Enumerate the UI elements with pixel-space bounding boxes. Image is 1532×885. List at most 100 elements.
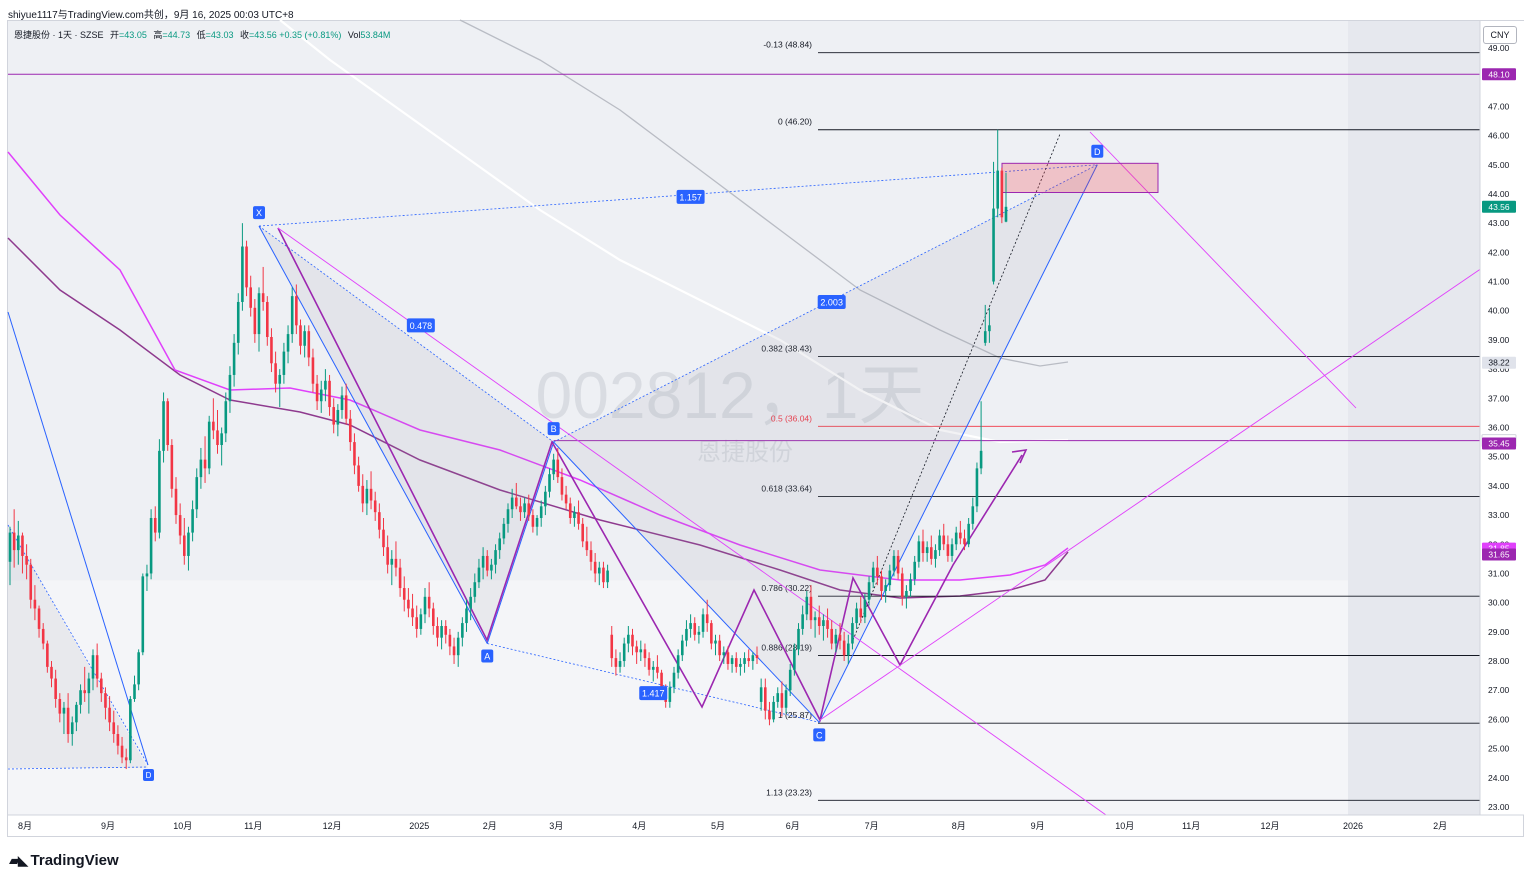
candle-body — [730, 658, 734, 664]
candle-body — [801, 614, 804, 629]
candle-body — [344, 395, 348, 419]
candle-body — [270, 337, 273, 364]
open-label: 开 — [110, 30, 120, 40]
candle-body — [50, 666, 53, 679]
candle-body — [266, 301, 269, 338]
ma-violet — [7, 237, 1069, 599]
candle-body — [705, 614, 709, 624]
candle-body — [104, 693, 107, 708]
candle-body — [589, 550, 593, 562]
candle-body — [498, 538, 501, 551]
time-tick-label: 2025 — [409, 821, 429, 831]
candle-body — [415, 617, 418, 629]
candle-body — [407, 599, 410, 609]
candle-body — [892, 555, 896, 571]
harmonic-point-badge — [253, 206, 265, 220]
time-tick-label: 12月 — [1260, 821, 1279, 831]
time-tick-label: 11月 — [1182, 821, 1200, 831]
price-badge — [1482, 548, 1516, 561]
fib-label: 0.382 (38.43) — [761, 344, 812, 354]
candle-body — [876, 567, 879, 577]
trend-line-target — [1089, 131, 1357, 409]
candle-body — [855, 608, 858, 624]
candle-body — [568, 503, 572, 518]
candle-body — [535, 517, 539, 527]
price-badge-label: 43.56 — [1488, 202, 1510, 212]
candle-body — [54, 678, 57, 699]
candle-body — [390, 558, 394, 565]
candle-body — [996, 170, 999, 209]
candle-body — [768, 710, 771, 720]
candle-body — [236, 301, 240, 343]
candle-body — [610, 634, 614, 659]
candle-body — [515, 497, 518, 507]
ratio-badge — [817, 294, 846, 309]
candle-body — [896, 555, 900, 574]
candle-body — [183, 535, 186, 556]
ratio-badge — [676, 189, 705, 204]
candle-body — [83, 690, 86, 694]
candle-body — [465, 608, 468, 624]
harmonic-leg — [553, 441, 820, 723]
candle-body — [689, 623, 692, 629]
candle-body — [174, 488, 178, 516]
close-value: =43.56 — [248, 30, 277, 40]
candle-body — [809, 596, 813, 621]
candle-body — [577, 512, 580, 524]
zigzag-path — [277, 227, 1023, 723]
candle-body — [29, 564, 33, 600]
candle-body — [826, 620, 829, 629]
price-tick-label: 37.00 — [1488, 393, 1510, 403]
candle-body — [643, 649, 647, 659]
candle-body — [427, 596, 431, 609]
candle-body — [195, 477, 199, 510]
volume-value: 53.84M — [360, 30, 391, 40]
ratio-badge — [639, 686, 668, 701]
candle-body — [934, 550, 937, 559]
candle-body — [851, 623, 854, 644]
high-value: =44.73 — [162, 30, 191, 40]
price-badge-label: 31.65 — [1488, 549, 1510, 559]
candle-body — [87, 678, 91, 694]
candle-body — [166, 401, 169, 446]
candle-body — [627, 634, 630, 644]
candle-body — [12, 532, 16, 551]
candle-body — [178, 515, 182, 536]
price-tick-label: 41.00 — [1488, 277, 1510, 287]
candle-body — [614, 658, 618, 667]
candle-body — [228, 374, 232, 402]
candle-body — [668, 687, 672, 702]
candle-body — [992, 208, 995, 282]
candle-body — [938, 535, 941, 551]
candle-body — [871, 567, 875, 583]
candle-body — [701, 614, 705, 632]
candle-body — [448, 634, 452, 647]
trend-line-up — [819, 267, 1483, 721]
candle-body — [141, 576, 145, 653]
price-tick-label: 24.00 — [1488, 773, 1510, 783]
candle-body — [21, 535, 24, 556]
candle-body — [485, 555, 489, 571]
candle-body — [917, 541, 921, 562]
candle-body — [490, 564, 493, 571]
currency-button[interactable]: CNY — [1483, 26, 1517, 44]
watermark-ticker: 002812，1天 — [536, 358, 925, 432]
left-pattern-fill — [8, 525, 148, 768]
ratio-label: 2.003 — [820, 297, 843, 307]
candle-body — [212, 421, 215, 431]
candle-body — [365, 488, 369, 504]
candle-body — [373, 500, 377, 513]
tradingview-logo[interactable]: ▰◣ TradingView — [9, 852, 119, 869]
candle-body — [124, 757, 128, 761]
price-tick-label: 34.00 — [1488, 481, 1510, 491]
time-tick-label: 9月 — [101, 821, 115, 831]
candle-body — [133, 684, 136, 699]
candle-body — [971, 506, 975, 524]
candle-body — [900, 573, 904, 597]
ma-white — [279, 19, 1069, 444]
candle-body — [353, 442, 356, 466]
candle-body — [274, 363, 277, 384]
candle-body — [108, 707, 111, 723]
price-badge-label: 48.10 — [1488, 69, 1510, 79]
